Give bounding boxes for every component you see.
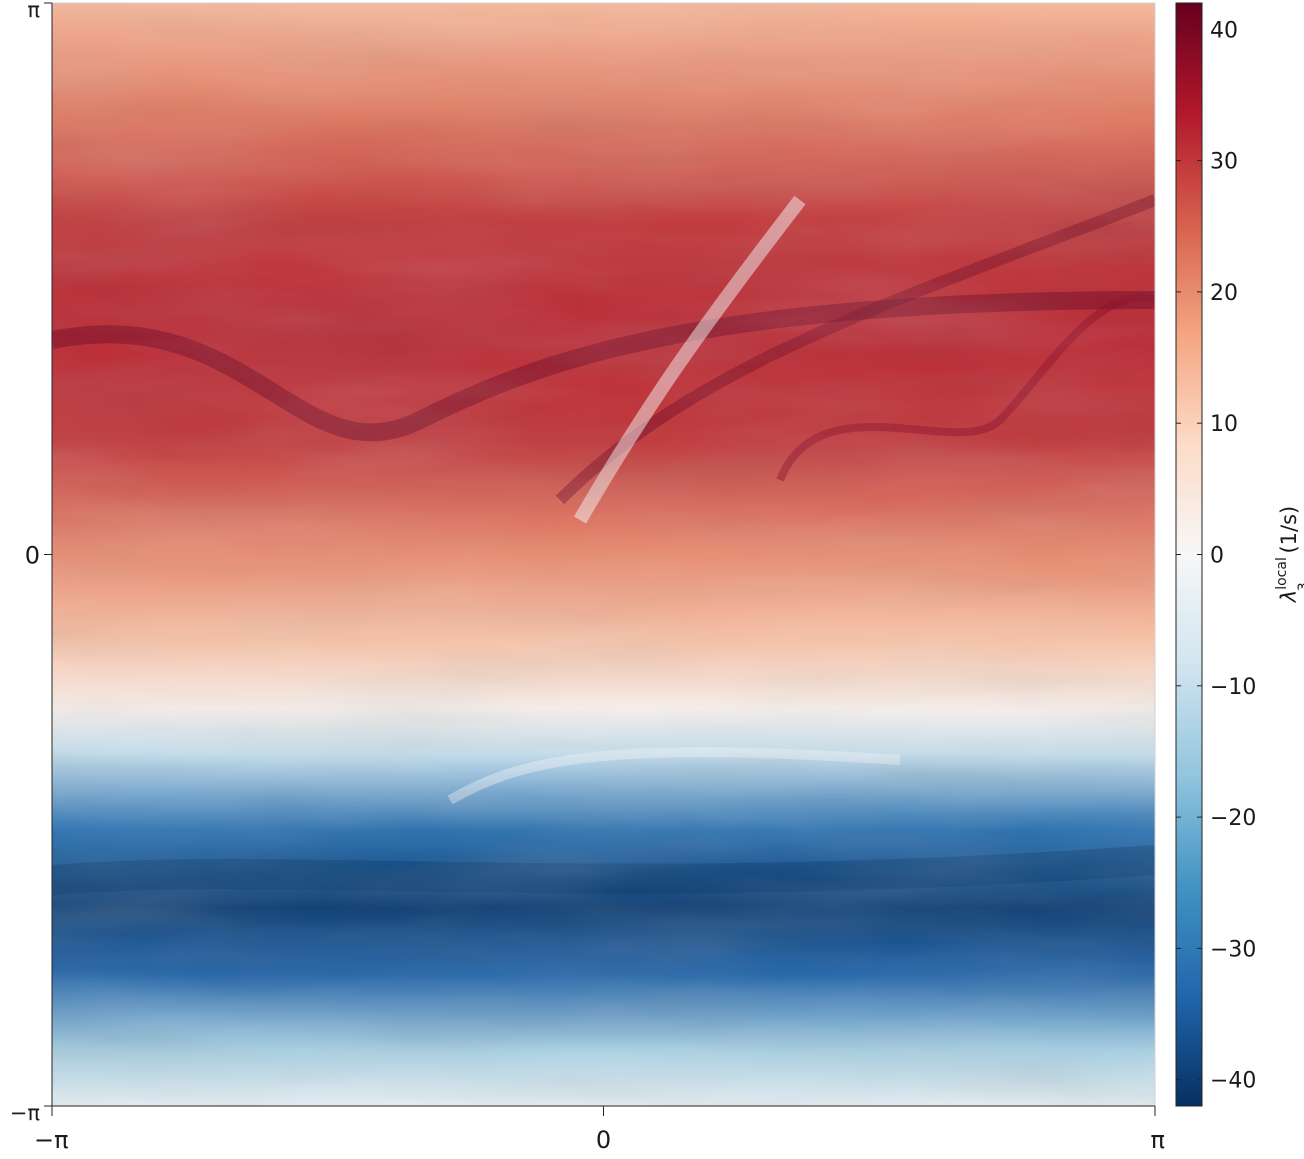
- colorbar: 40 30 20 10 0 −10 −20 −30 −40 λlocal 3 (1/s): [1175, 2, 1304, 1107]
- colorbar-label-subscript: 3: [1296, 582, 1304, 591]
- texture-overlay: [52, 3, 1155, 1106]
- colorbar-tick-label: −20: [1210, 806, 1256, 831]
- colorbar-label-unit: (1/s): [1277, 506, 1301, 560]
- y-tick-label: −π: [10, 1101, 41, 1125]
- y-tick-label: 0: [25, 542, 40, 570]
- plot-area: [51, 2, 1156, 1107]
- x-tick-label: π: [1151, 1126, 1165, 1154]
- colorbar-label-symbol: λ: [1277, 590, 1301, 603]
- heatmap-streaks: [52, 3, 1155, 1106]
- colorbar-tick-label: 30: [1210, 150, 1238, 175]
- colorbar-label-superscript: local: [1274, 557, 1290, 590]
- x-axis: −π 0 π: [34, 1105, 1165, 1154]
- colorbar-label: λlocal 3 (1/s): [1274, 506, 1304, 603]
- colorbar-tick-label: −40: [1210, 1069, 1256, 1094]
- y-tick-label: π: [27, 0, 40, 22]
- colorbar-ticks: 40 30 20 10 0 −10 −20 −30 −40: [1176, 18, 1256, 1094]
- colorbar-tick-label: 40: [1210, 18, 1238, 43]
- y-axis: −π 0 π: [10, 0, 53, 1125]
- colorbar-tick-label: 20: [1210, 281, 1238, 306]
- colorbar-tick-label: 10: [1210, 412, 1238, 437]
- x-tick-label: 0: [596, 1126, 611, 1154]
- colorbar-tick-label: −30: [1210, 937, 1256, 962]
- colorbar-tick-label: 0: [1210, 544, 1224, 569]
- x-tick-label: −π: [34, 1126, 69, 1154]
- colorbar-tick-label: −10: [1210, 675, 1256, 700]
